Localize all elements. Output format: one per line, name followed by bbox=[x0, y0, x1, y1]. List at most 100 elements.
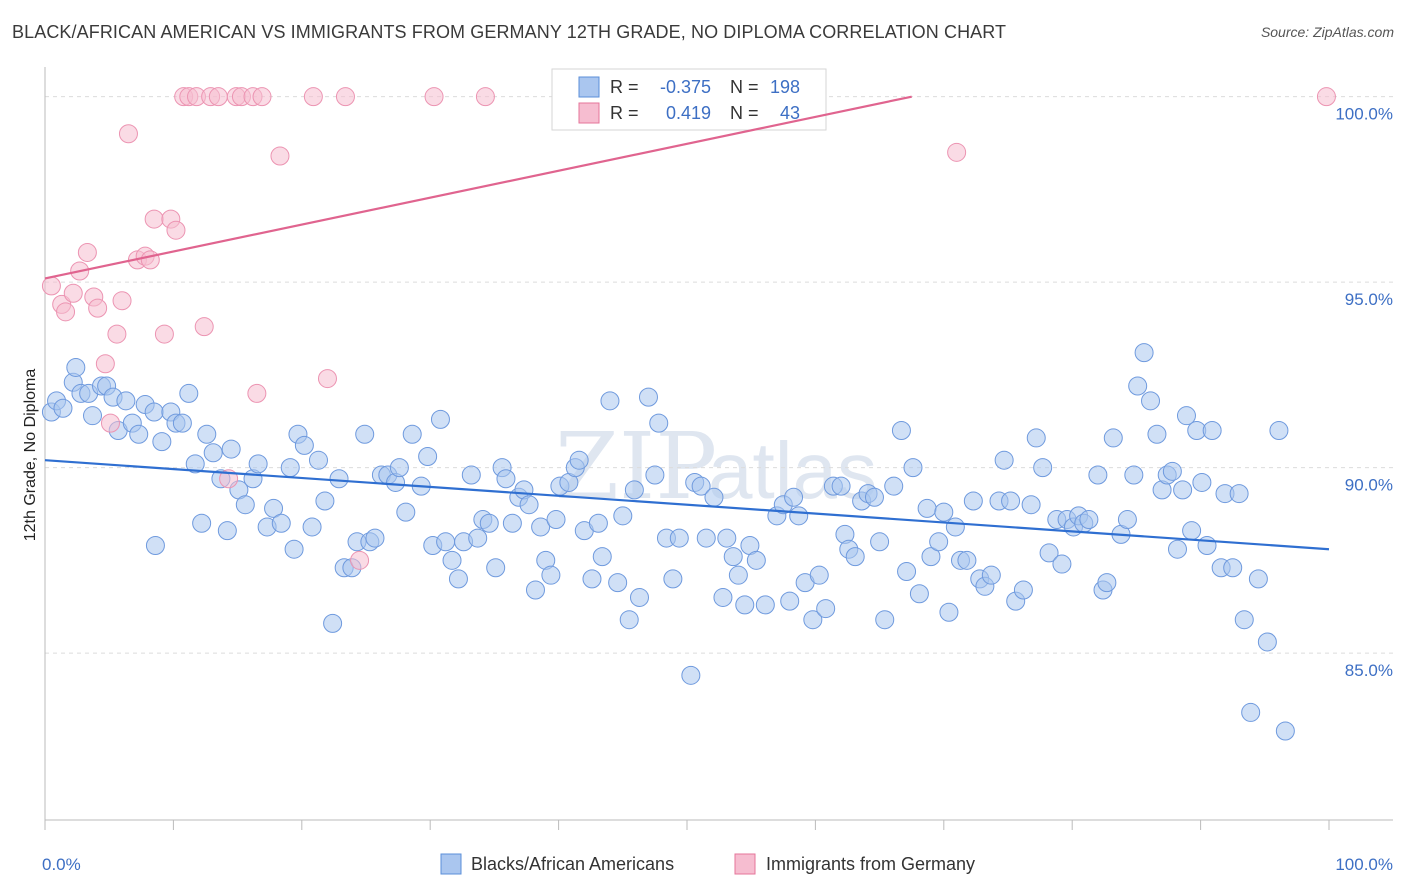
pink-point-17 bbox=[154, 324, 174, 344]
pink-point-32 bbox=[270, 146, 290, 166]
blue-point-81 bbox=[546, 510, 566, 530]
blue-point-33 bbox=[248, 454, 268, 474]
pink-point-25 bbox=[208, 87, 228, 107]
blue-point-70 bbox=[486, 558, 506, 578]
chart-title: BLACK/AFRICAN AMERICAN VS IMMIGRANTS FRO… bbox=[12, 22, 1007, 42]
blue-point-44 bbox=[323, 613, 343, 633]
pink-point-30 bbox=[247, 383, 267, 403]
pink-point-19 bbox=[166, 220, 186, 240]
blue-point-43 bbox=[315, 491, 335, 511]
pink-point-15 bbox=[140, 250, 160, 270]
blue-point-56 bbox=[396, 502, 416, 522]
blue-point-125 bbox=[831, 476, 851, 496]
pink-point-34 bbox=[317, 369, 337, 389]
pink-point-10 bbox=[107, 324, 127, 344]
blue-point-196 bbox=[1257, 632, 1277, 652]
trend-lines bbox=[44, 95, 1330, 551]
blue-point-144 bbox=[945, 517, 965, 537]
blue-point-16 bbox=[144, 402, 164, 422]
blue-point-158 bbox=[1033, 458, 1053, 478]
blue-point-31 bbox=[235, 495, 255, 515]
legend-r-value-blue: -0.375 bbox=[660, 77, 711, 97]
blue-point-91 bbox=[608, 573, 628, 593]
blue-point-193 bbox=[1234, 610, 1254, 630]
blue-point-187 bbox=[1197, 536, 1217, 556]
blue-point-77 bbox=[525, 580, 545, 600]
blue-point-38 bbox=[284, 539, 304, 559]
blue-point-142 bbox=[934, 502, 954, 522]
legend-bottom-swatch-blue bbox=[440, 853, 462, 875]
pink-point-36 bbox=[350, 550, 370, 570]
blue-point-2 bbox=[53, 398, 73, 418]
blue-point-72 bbox=[496, 469, 516, 489]
pink-point-12 bbox=[118, 124, 138, 144]
blue-point-93 bbox=[619, 610, 639, 630]
pink-point-38 bbox=[475, 87, 495, 107]
blue-point-35 bbox=[264, 498, 284, 518]
pink-point-3 bbox=[63, 283, 83, 303]
blue-point-49 bbox=[355, 424, 375, 444]
legend-n-value-blue: 198 bbox=[770, 77, 800, 97]
pink-point-41 bbox=[947, 142, 967, 162]
blue-point-28 bbox=[217, 521, 237, 541]
y-tick-labels: 85.0% 90.0% 95.0% 100.0% bbox=[1335, 105, 1393, 680]
blue-point-175 bbox=[1134, 343, 1154, 363]
blue-point-156 bbox=[1021, 495, 1041, 515]
blue-point-45 bbox=[329, 469, 349, 489]
blue-point-173 bbox=[1124, 465, 1144, 485]
blue-point-110 bbox=[728, 565, 748, 585]
pink-point-0 bbox=[41, 276, 61, 296]
legend-n-value-pink: 43 bbox=[780, 103, 800, 123]
pink-point-2 bbox=[56, 302, 76, 322]
blue-point-26 bbox=[203, 443, 223, 463]
blue-point-122 bbox=[809, 565, 829, 585]
blue-point-62 bbox=[436, 532, 456, 552]
source-label: Source: ZipAtlas.com bbox=[1260, 24, 1394, 40]
legend-bottom-swatch-pink bbox=[734, 853, 756, 875]
blue-point-87 bbox=[582, 569, 602, 589]
blue-point-102 bbox=[681, 665, 701, 685]
blue-point-36 bbox=[271, 513, 291, 533]
pink-point-8 bbox=[95, 354, 115, 374]
blue-point-109 bbox=[723, 547, 743, 567]
blue-point-80 bbox=[541, 565, 561, 585]
pink-point-9 bbox=[100, 413, 120, 433]
blue-point-143 bbox=[939, 602, 959, 622]
blue-point-101 bbox=[669, 528, 689, 548]
legend-swatch-blue bbox=[578, 76, 600, 98]
blue-point-88 bbox=[588, 513, 608, 533]
blue-point-170 bbox=[1103, 428, 1123, 448]
blue-point-136 bbox=[897, 561, 917, 581]
legend-r-label-blue: R = bbox=[610, 77, 639, 97]
blue-point-161 bbox=[1052, 554, 1072, 574]
pink-point-11 bbox=[112, 291, 132, 311]
gridlines bbox=[45, 96, 1393, 654]
legend-top: R = -0.375 N = 198 R = 0.419 N = 43 bbox=[551, 68, 827, 131]
blue-point-191 bbox=[1223, 558, 1243, 578]
pink-point-5 bbox=[77, 242, 97, 262]
blue-point-139 bbox=[917, 498, 937, 518]
blue-trend-line bbox=[44, 459, 1330, 551]
blue-point-96 bbox=[638, 387, 658, 407]
blue-point-172 bbox=[1117, 510, 1137, 530]
blue-point-104 bbox=[691, 476, 711, 496]
legend-bottom-label-pink: Immigrants from Germany bbox=[766, 854, 975, 874]
blue-point-159 bbox=[1039, 543, 1059, 563]
legend-bottom: Blacks/African Americans Immigrants from… bbox=[440, 853, 975, 875]
blue-point-18 bbox=[152, 432, 172, 452]
pink-point-16 bbox=[144, 209, 164, 229]
blue-point-118 bbox=[784, 487, 804, 507]
blue-point-25 bbox=[197, 424, 217, 444]
blue-point-61 bbox=[430, 409, 450, 429]
pink-point-37 bbox=[424, 87, 444, 107]
blue-point-78 bbox=[531, 517, 551, 537]
blue-point-59 bbox=[418, 446, 438, 466]
blue-point-169 bbox=[1097, 573, 1117, 593]
blue-point-131 bbox=[864, 487, 884, 507]
pink-point-7 bbox=[88, 298, 108, 318]
blue-point-141 bbox=[929, 532, 949, 552]
blue-point-184 bbox=[1182, 521, 1202, 541]
blue-point-135 bbox=[891, 421, 911, 441]
blue-point-107 bbox=[713, 587, 733, 607]
